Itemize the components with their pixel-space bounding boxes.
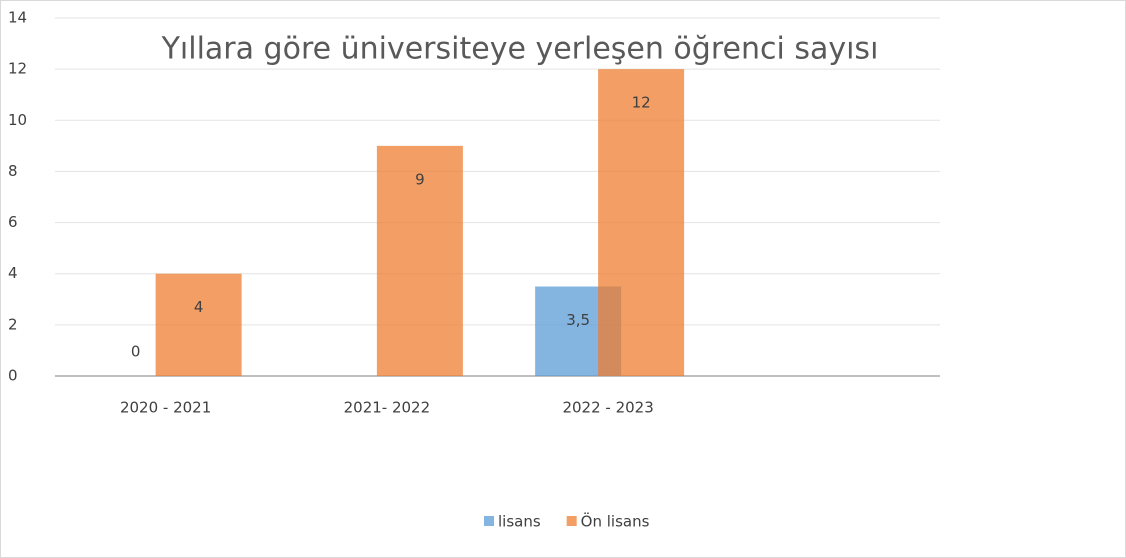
y-tick-label: 14: [8, 9, 27, 27]
bar: [155, 273, 242, 376]
data-label: 9: [415, 170, 425, 188]
bar: [376, 145, 463, 376]
y-tick-label: 0: [8, 367, 18, 385]
y-tick-label: 6: [8, 213, 18, 231]
data-label: 12: [632, 94, 651, 112]
y-tick-label: 10: [8, 111, 27, 129]
y-tick-label: 2: [8, 315, 18, 333]
x-tick-label: 2022 - 2023: [562, 399, 653, 417]
data-label: 3,5: [566, 311, 590, 329]
y-tick-label: 8: [8, 162, 18, 180]
data-label: 0: [131, 343, 141, 361]
chart-title: Yıllara göre üniversiteye yerleşen öğren…: [161, 32, 879, 67]
data-label: 4: [194, 298, 204, 316]
legend-swatch: [484, 516, 494, 526]
x-tick-label: 2021- 2022: [344, 399, 431, 417]
legend-label: lisans: [498, 513, 541, 531]
legend-swatch: [566, 516, 577, 526]
bar: [598, 69, 685, 377]
legend-label: Ön lisans: [581, 512, 650, 531]
y-tick-label: 4: [8, 264, 18, 282]
x-tick-label: 2020 - 2021: [120, 399, 211, 417]
y-tick-label: 12: [8, 60, 27, 78]
